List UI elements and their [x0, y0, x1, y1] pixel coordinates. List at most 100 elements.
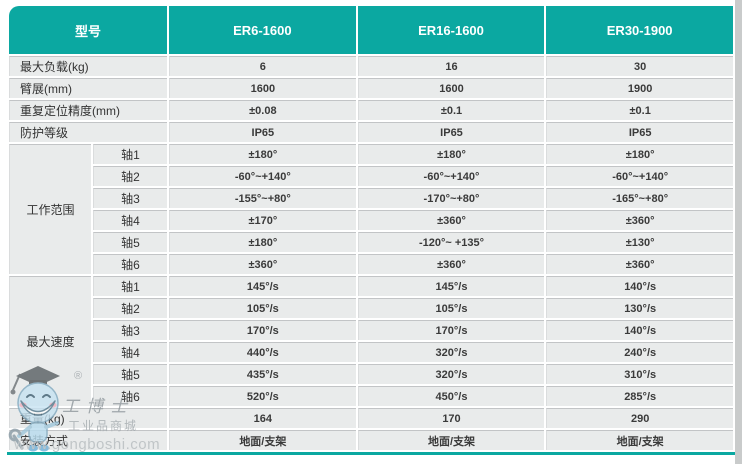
axis-label: 轴3 — [93, 320, 168, 340]
spec-value-cell: 320°/s — [357, 342, 545, 362]
table-row-maxspeed-axis5: 轴5 435°/s 320°/s 310°/s — [9, 364, 733, 384]
model-header-cell: 型号 — [9, 6, 168, 54]
spec-value-cell: 435°/s — [169, 364, 356, 384]
axis-label: 轴4 — [93, 210, 168, 230]
spec-value-cell: 164 — [169, 408, 356, 428]
spec-value-cell: 140°/s — [546, 320, 733, 340]
spec-value-cell: ±0.1 — [546, 100, 733, 120]
table-row-maxspeed-axis4: 轴4 440°/s 320°/s 240°/s — [9, 342, 733, 362]
spec-value-cell: 105°/s — [357, 298, 545, 318]
table-row-weight: 重量(kg) 164 170 290 — [9, 408, 733, 428]
spec-value-cell: 145°/s — [169, 276, 356, 296]
spec-value-cell: 140°/s — [546, 276, 733, 296]
axis-label: 轴2 — [93, 298, 168, 318]
spec-value-cell: 170 — [357, 408, 545, 428]
spec-value-cell: IP65 — [169, 122, 356, 142]
spec-value-cell: ±360° — [546, 254, 733, 274]
spec-value-cell: 1600 — [357, 78, 545, 98]
axis-label: 轴2 — [93, 166, 168, 186]
spec-value-cell: 520°/s — [169, 386, 356, 406]
spec-value-cell: -165°~+80° — [546, 188, 733, 208]
axis-label: 轴1 — [93, 276, 168, 296]
spec-value-cell: ±360° — [169, 254, 356, 274]
column-header-er16: ER16-1600 — [357, 6, 545, 54]
table-row-mounting: 安装方式 地面/支架 地面/支架 地面/支架 — [9, 430, 733, 450]
spec-value-cell: ±0.08 — [169, 100, 356, 120]
table-row-payload: 最大负载(kg) 6 16 30 — [9, 56, 733, 76]
spec-value-cell: ±360° — [357, 254, 545, 274]
spec-value-cell: 450°/s — [357, 386, 545, 406]
table-row-workrange-axis6: 轴6 ±360° ±360° ±360° — [9, 254, 733, 274]
row-label: 最大负载(kg) — [9, 56, 168, 76]
table-row-maxspeed-axis2: 轴2 105°/s 105°/s 130°/s — [9, 298, 733, 318]
spec-value-cell: 440°/s — [169, 342, 356, 362]
table-row-maxspeed-axis3: 轴3 170°/s 170°/s 140°/s — [9, 320, 733, 340]
spec-value-cell: ±170° — [169, 210, 356, 230]
spec-value-cell: 320°/s — [357, 364, 545, 384]
spec-value-cell: -60°~+140° — [169, 166, 356, 186]
spec-value-cell: 1600 — [169, 78, 356, 98]
spec-value-cell: ±180° — [169, 232, 356, 252]
spec-value-cell: -60°~+140° — [546, 166, 733, 186]
spec-value-cell: -120°~ +135° — [357, 232, 545, 252]
table-row-workrange-axis4: 轴4 ±170° ±360° ±360° — [9, 210, 733, 230]
spec-value-cell: 285°/s — [546, 386, 733, 406]
header-row: 型号 ER6-1600 ER16-1600 ER30-1900 — [9, 6, 733, 54]
table-row-workrange-axis5: 轴5 ±180° -120°~ +135° ±130° — [9, 232, 733, 252]
table-row-workrange-axis3: 轴3 -155°~+80° -170°~+80° -165°~+80° — [9, 188, 733, 208]
column-header-er6: ER6-1600 — [169, 6, 356, 54]
spec-value-cell: 290 — [546, 408, 733, 428]
row-label: 臂展(mm) — [9, 78, 168, 98]
spec-value-cell: ±180° — [546, 144, 733, 164]
table-bottom-accent-bar — [7, 452, 735, 455]
spec-value-cell: IP65 — [357, 122, 545, 142]
right-edge-strip — [735, 0, 742, 464]
table-row-protection: 防护等级 IP65 IP65 IP65 — [9, 122, 733, 142]
row-label: 防护等级 — [9, 122, 168, 142]
spec-value-cell: 145°/s — [357, 276, 545, 296]
table-row-workrange-axis2: 轴2 -60°~+140° -60°~+140° -60°~+140° — [9, 166, 733, 186]
axis-label: 轴3 — [93, 188, 168, 208]
table-row-maxspeed-axis1: 最大速度 轴1 145°/s 145°/s 140°/s — [9, 276, 733, 406]
spec-value-cell: -155°~+80° — [169, 188, 356, 208]
spec-value-cell: ±360° — [357, 210, 545, 230]
spec-value-cell: ±360° — [546, 210, 733, 230]
spec-value-cell: -60°~+140° — [357, 166, 545, 186]
work-range-group-label: 工作范围 — [9, 144, 91, 274]
spec-value-cell: 310°/s — [546, 364, 733, 384]
row-label: 重量(kg) — [9, 408, 168, 428]
axis-label: 轴1 — [93, 144, 168, 164]
spec-value-cell: 30 — [546, 56, 733, 76]
spec-value-cell: 1900 — [546, 78, 733, 98]
robot-spec-table: 型号 ER6-1600 ER16-1600 ER30-1900 最大负载(kg)… — [7, 4, 735, 452]
table-row-repeatability: 重复定位精度(mm) ±0.08 ±0.1 ±0.1 — [9, 100, 733, 120]
spec-value-cell: ±180° — [169, 144, 356, 164]
row-label: 安装方式 — [9, 430, 168, 450]
axis-label: 轴6 — [93, 254, 168, 274]
axis-label: 轴6 — [93, 386, 168, 406]
spec-value-cell: -170°~+80° — [357, 188, 545, 208]
spec-value-cell: 105°/s — [169, 298, 356, 318]
axis-label: 轴5 — [93, 364, 168, 384]
row-label: 重复定位精度(mm) — [9, 100, 168, 120]
axis-label: 轴4 — [93, 342, 168, 362]
spec-value-cell: 170°/s — [357, 320, 545, 340]
spec-value-cell: ±0.1 — [357, 100, 545, 120]
spec-value-cell: IP65 — [546, 122, 733, 142]
table-row-reach: 臂展(mm) 1600 1600 1900 — [9, 78, 733, 98]
spec-value-cell: 16 — [357, 56, 545, 76]
spec-value-cell: 地面/支架 — [169, 430, 356, 450]
spec-value-cell: 地面/支架 — [546, 430, 733, 450]
spec-value-cell: ±130° — [546, 232, 733, 252]
spec-value-cell: ±180° — [357, 144, 545, 164]
spec-value-cell: 240°/s — [546, 342, 733, 362]
spec-value-cell: 130°/s — [546, 298, 733, 318]
spec-value-cell: 170°/s — [169, 320, 356, 340]
spec-value-cell: 6 — [169, 56, 356, 76]
table-row-workrange-axis1: 工作范围 轴1 ±180° ±180° ±180° — [9, 144, 733, 274]
axis-label: 轴5 — [93, 232, 168, 252]
column-header-er30: ER30-1900 — [546, 6, 733, 54]
table-row-maxspeed-axis6: 轴6 520°/s 450°/s 285°/s — [9, 386, 733, 406]
max-speed-group-label: 最大速度 — [9, 276, 91, 406]
spec-value-cell: 地面/支架 — [357, 430, 545, 450]
